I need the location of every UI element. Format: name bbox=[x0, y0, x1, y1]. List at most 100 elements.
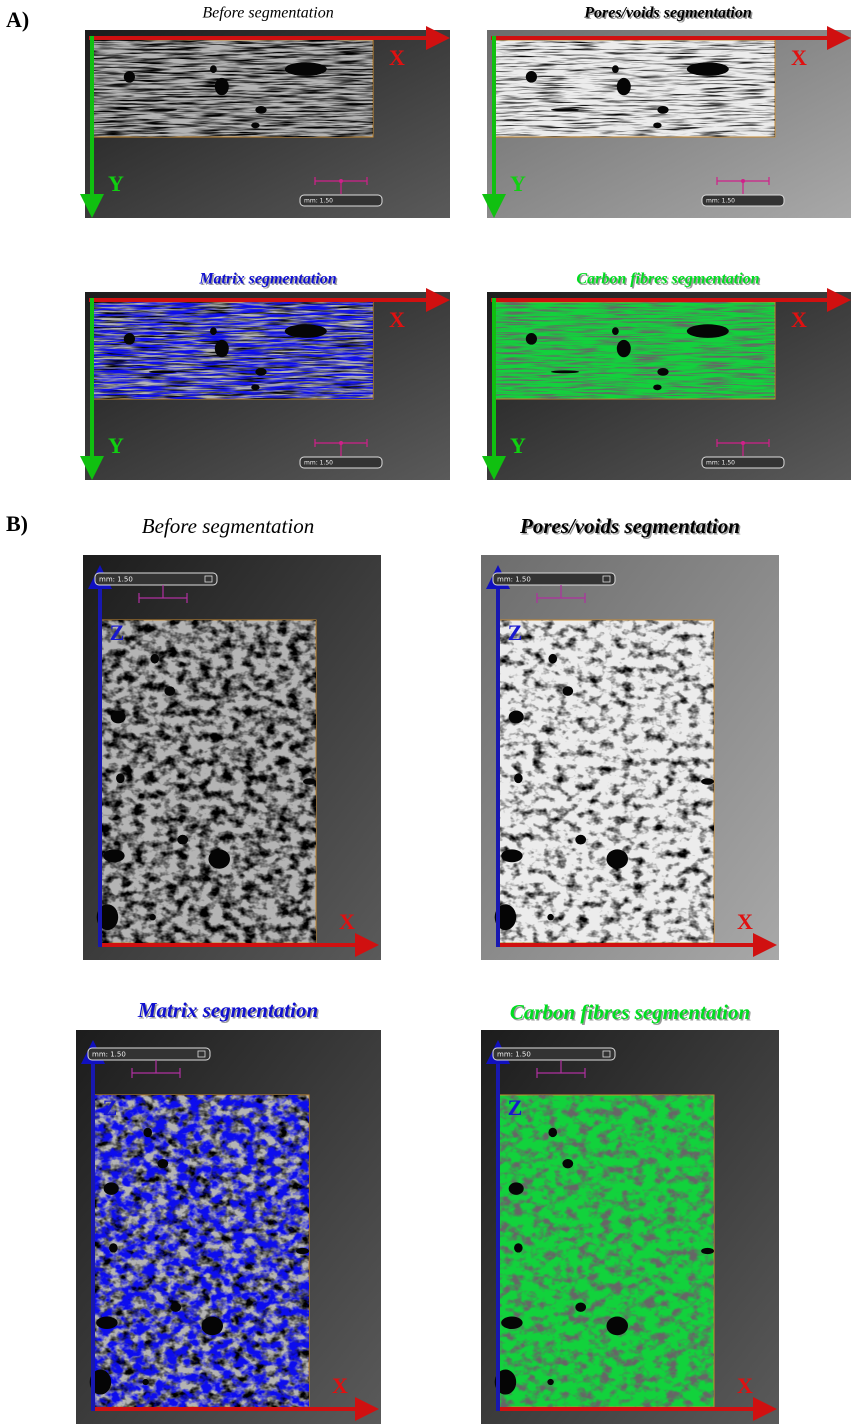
z-axis-label: Z bbox=[508, 620, 523, 645]
scale-text: mm: 1.50 bbox=[497, 576, 531, 584]
slice-texture bbox=[495, 302, 775, 399]
panel-label: A) bbox=[6, 7, 29, 32]
pore bbox=[210, 327, 217, 335]
pore bbox=[285, 62, 327, 76]
x-axis-label: X bbox=[389, 45, 405, 70]
pore bbox=[177, 835, 188, 845]
pore bbox=[143, 1128, 152, 1137]
pore bbox=[653, 122, 661, 128]
pore bbox=[551, 370, 579, 373]
pore bbox=[562, 1159, 573, 1168]
pore bbox=[164, 686, 175, 696]
z-axis-label: Z bbox=[508, 1095, 523, 1120]
z-axis-label: Z bbox=[110, 620, 125, 645]
pore bbox=[607, 1317, 629, 1336]
pore bbox=[215, 78, 229, 95]
pore bbox=[548, 1128, 557, 1137]
pore bbox=[617, 78, 631, 95]
scale-text: mm: 1.50 bbox=[706, 460, 735, 467]
pore bbox=[551, 108, 579, 111]
pore bbox=[547, 914, 553, 920]
image-title: Carbon fibres segmentation bbox=[510, 1000, 750, 1024]
pore bbox=[514, 1243, 523, 1252]
pore bbox=[255, 368, 266, 376]
pore bbox=[514, 773, 523, 783]
x-axis-label: X bbox=[332, 1373, 348, 1398]
pore bbox=[653, 384, 661, 390]
pore bbox=[251, 384, 259, 390]
pore bbox=[124, 333, 135, 345]
x-axis-label: X bbox=[339, 909, 355, 934]
pore bbox=[149, 370, 177, 373]
image-title: Carbon fibres segmentation bbox=[576, 271, 759, 288]
y-axis-label: Y bbox=[108, 433, 124, 458]
pore bbox=[109, 1243, 118, 1252]
image-title: Pores/voids segmentation bbox=[583, 5, 752, 22]
pore bbox=[303, 778, 316, 784]
x-axis-label: X bbox=[737, 1373, 753, 1398]
figure: A) B) Before segmentation X Ymm: 1.50 Pores… bbox=[0, 0, 851, 1424]
scale-text: mm: 1.50 bbox=[304, 460, 333, 467]
image-title: Before segmentation bbox=[202, 5, 333, 22]
pore bbox=[296, 1248, 309, 1254]
pore bbox=[526, 71, 537, 83]
slice-texture bbox=[499, 1095, 714, 1407]
pore bbox=[501, 1317, 523, 1329]
pore bbox=[509, 710, 524, 723]
pore bbox=[142, 1379, 148, 1385]
image-title: Before segmentation bbox=[142, 514, 314, 538]
pore bbox=[285, 324, 327, 338]
pore bbox=[209, 849, 231, 868]
panel-label: B) bbox=[6, 511, 28, 536]
scale-text: mm: 1.50 bbox=[99, 576, 133, 584]
image-title: Pores/voids segmentation bbox=[519, 514, 740, 538]
pore bbox=[103, 849, 125, 862]
slice-texture bbox=[495, 40, 775, 137]
pore bbox=[607, 849, 629, 868]
pore bbox=[612, 65, 619, 73]
pore bbox=[548, 654, 557, 664]
pore bbox=[255, 106, 266, 114]
page: A) B) Before segmentation X Ymm: 1.50 Pores… bbox=[0, 0, 851, 1424]
pore bbox=[116, 773, 125, 783]
pore bbox=[547, 1379, 553, 1385]
pore bbox=[170, 1302, 181, 1311]
pore bbox=[104, 1182, 119, 1194]
pore bbox=[251, 122, 259, 128]
pore bbox=[701, 778, 714, 784]
y-axis-label: Y bbox=[510, 171, 526, 196]
x-axis-label: X bbox=[791, 45, 807, 70]
pore bbox=[96, 1317, 118, 1329]
pore bbox=[111, 710, 126, 723]
x-axis-label: X bbox=[737, 909, 753, 934]
pore bbox=[612, 327, 619, 335]
pore bbox=[157, 1159, 168, 1168]
scale-dot bbox=[339, 441, 343, 445]
slice-texture bbox=[499, 620, 714, 943]
pore bbox=[687, 62, 729, 76]
pore bbox=[149, 108, 177, 111]
pore bbox=[124, 71, 135, 83]
pore bbox=[526, 333, 537, 345]
image-title: Matrix segmentation bbox=[137, 998, 318, 1022]
pore bbox=[210, 65, 217, 73]
pore bbox=[657, 106, 668, 114]
matrix-overlay bbox=[93, 302, 373, 399]
pore bbox=[617, 340, 631, 357]
pore bbox=[215, 340, 229, 357]
scale-text: mm: 1.50 bbox=[497, 1051, 531, 1059]
pore bbox=[202, 1317, 224, 1336]
pore bbox=[501, 849, 523, 862]
pore bbox=[575, 835, 586, 845]
scale-text: mm: 1.50 bbox=[92, 1051, 126, 1059]
scale-text: mm: 1.50 bbox=[706, 198, 735, 205]
pore bbox=[575, 1302, 586, 1311]
matrix-overlay bbox=[94, 1095, 309, 1407]
z-axis-label: Z bbox=[103, 1095, 118, 1120]
scale-dot bbox=[741, 441, 745, 445]
x-axis-label: X bbox=[791, 307, 807, 332]
pore bbox=[509, 1182, 524, 1194]
image-title: Matrix segmentation bbox=[198, 271, 336, 288]
pore bbox=[149, 914, 155, 920]
scale-dot bbox=[741, 179, 745, 183]
